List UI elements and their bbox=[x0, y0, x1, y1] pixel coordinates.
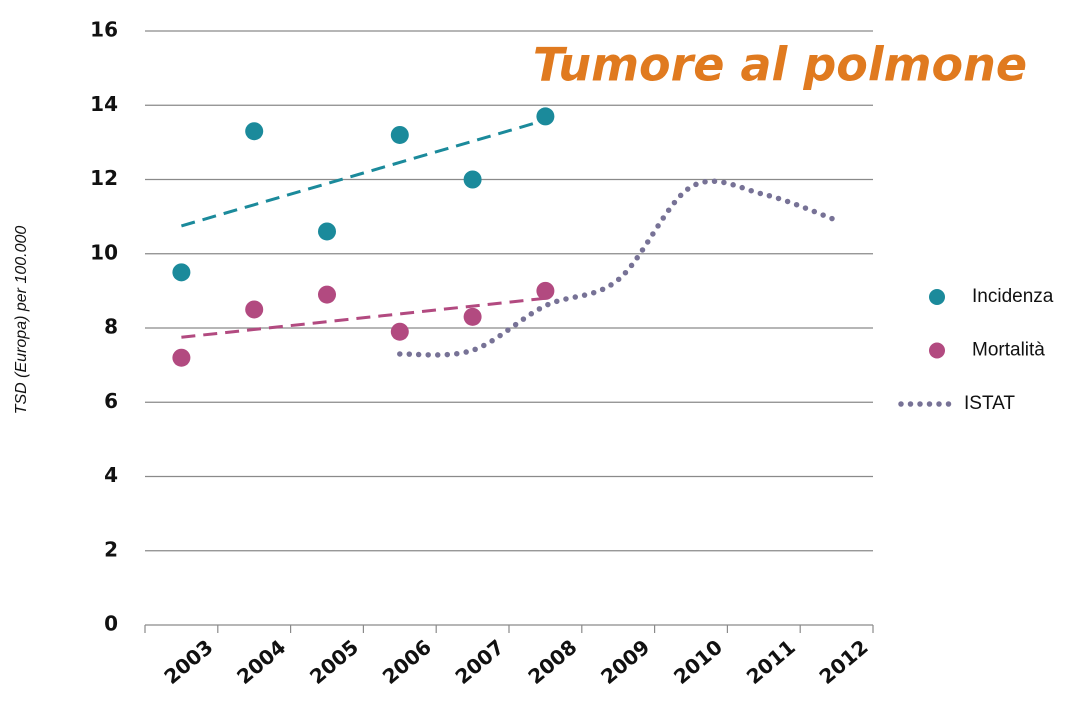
x-tick-label: 2006 bbox=[378, 635, 436, 689]
legend-label: Incidenza bbox=[972, 286, 1054, 307]
legend-marker bbox=[929, 289, 945, 305]
data-point bbox=[318, 286, 336, 304]
x-tick-label: 2012 bbox=[815, 635, 873, 689]
data-point bbox=[536, 282, 554, 300]
y-tick-label: 4 bbox=[104, 463, 118, 487]
y-tick-label: 16 bbox=[90, 18, 118, 42]
x-tick-label: 2011 bbox=[742, 635, 800, 689]
x-tick-label: 2007 bbox=[451, 635, 509, 689]
data-point bbox=[391, 126, 409, 144]
trend-line bbox=[181, 120, 545, 226]
data-point bbox=[245, 122, 263, 140]
y-axis-label: TSD (Europa) per 100.000 bbox=[13, 226, 30, 415]
x-tick-label: 2005 bbox=[305, 635, 363, 689]
data-point bbox=[391, 323, 409, 341]
legend-label: Mortalità bbox=[972, 340, 1045, 361]
y-tick-label: 2 bbox=[104, 537, 118, 561]
data-point bbox=[172, 349, 190, 367]
data-point bbox=[172, 263, 190, 281]
y-tick-label: 8 bbox=[104, 315, 118, 339]
x-tick-label: 2010 bbox=[669, 635, 727, 689]
chart: Tumore al polmone TSD (Europa) per 100.0… bbox=[0, 0, 1073, 704]
data-point bbox=[464, 308, 482, 326]
data-point bbox=[245, 300, 263, 318]
legend-label: ISTAT bbox=[964, 393, 1015, 414]
y-tick-label: 12 bbox=[90, 166, 118, 190]
x-tick-label: 2008 bbox=[523, 635, 581, 689]
legend-marker bbox=[929, 343, 945, 359]
x-tick-label: 2003 bbox=[159, 635, 217, 689]
data-line bbox=[400, 181, 837, 355]
x-tick-label: 2004 bbox=[232, 635, 290, 689]
y-tick-label: 6 bbox=[104, 389, 118, 413]
data-point bbox=[536, 107, 554, 125]
y-tick-label: 14 bbox=[90, 92, 118, 116]
data-point bbox=[464, 171, 482, 189]
trend-line bbox=[181, 298, 545, 337]
y-tick-label: 0 bbox=[104, 612, 118, 636]
x-tick-label: 2009 bbox=[596, 635, 654, 689]
chart-title: Tumore al polmone bbox=[533, 38, 1027, 92]
data-point bbox=[318, 222, 336, 240]
y-tick-label: 10 bbox=[90, 240, 118, 264]
